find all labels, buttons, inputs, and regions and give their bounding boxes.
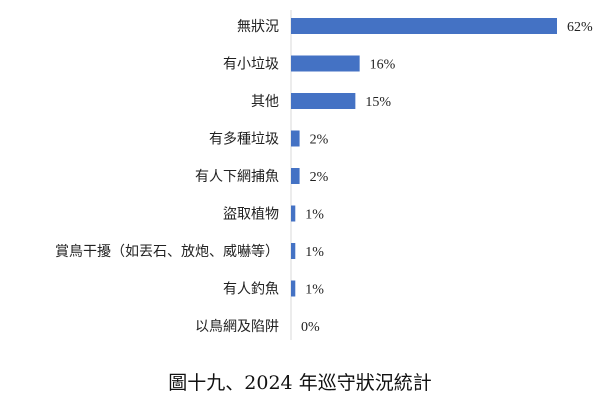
bar [291,205,296,222]
value-label: 0% [301,320,320,335]
category-label: 有人下網捕魚 [195,169,279,185]
category-label: 有人釣魚 [223,282,279,298]
value-label: 15% [365,95,391,110]
value-label: 62% [567,20,593,35]
bar [291,243,296,259]
bar [291,93,356,109]
bar-chart: 無狀況 62% 有小垃圾 16% 其他 15% 有多種垃圾 2% 有人下網捕魚 2% 盜取植物 1% 賞… [55,10,593,340]
bar [291,280,296,297]
category-label: 盜取植物 [223,207,279,223]
category-label: 無狀況 [237,19,279,35]
bar [291,130,300,147]
value-label: 1% [305,283,324,298]
category-label: 其他 [251,94,279,110]
category-label: 以鳥網及陷阱 [195,319,279,335]
value-label: 2% [310,133,329,148]
value-label: 1% [305,208,324,223]
category-label: 有小垃圾 [223,57,279,73]
figure-caption: 圖十九、2024 年巡守狀況統計 [168,372,432,394]
value-label: 2% [310,170,329,185]
bar [291,55,360,72]
category-label: 有多種垃圾 [209,131,279,148]
value-label: 16% [370,58,396,73]
bar [291,168,300,184]
bar [291,18,557,34]
value-label: 1% [305,245,324,260]
category-label: 賞鳥干擾（如丟石、放炮、威嚇等） [55,243,279,260]
